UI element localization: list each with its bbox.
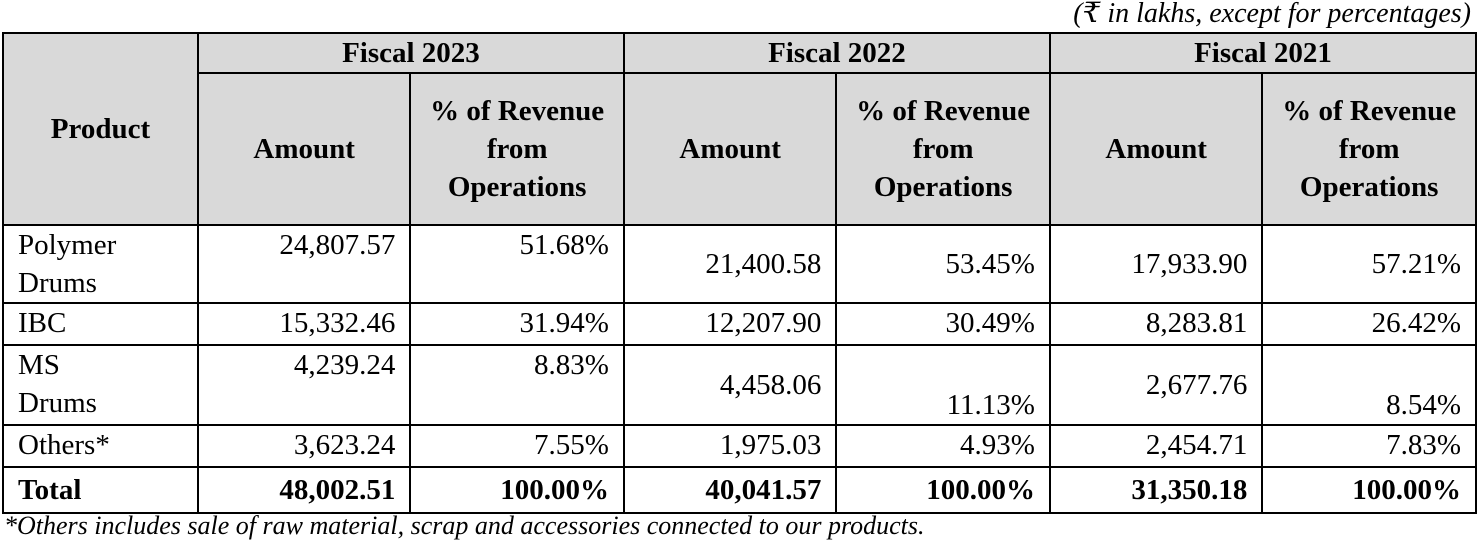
table-row: MS Drums 4,239.24 8.83% 4,458.06 11.13% … xyxy=(2,344,1477,426)
cell: 17,933.90 xyxy=(1048,224,1264,304)
cell: 51.68% xyxy=(409,224,625,304)
header-amount: Amount xyxy=(196,72,412,226)
product-revenue-table: Product Fiscal 2023 Fiscal 2022 Fiscal 2… xyxy=(2,32,1477,514)
cell: 8.54% xyxy=(1261,344,1477,426)
cell: 24,807.57 xyxy=(196,224,412,304)
cell: 100.00% xyxy=(835,466,1051,514)
table-row: IBC 15,332.46 31.94% 12,207.90 30.49% 8,… xyxy=(2,302,1477,346)
cell: 15,332.46 xyxy=(196,302,412,346)
cell: 31.94% xyxy=(409,302,625,346)
cell: 4.93% xyxy=(835,424,1051,468)
cell: 57.21% xyxy=(1261,224,1477,304)
cell: 4,239.24 xyxy=(196,344,412,426)
cell: 100.00% xyxy=(1261,466,1477,514)
header-amount: Amount xyxy=(1048,72,1264,226)
header-percent: % of Revenue from Operations xyxy=(835,72,1051,226)
header-product: Product xyxy=(2,32,199,226)
total-row: Total 48,002.51 100.00% 40,041.57 100.00… xyxy=(2,466,1477,514)
product-name: Polymer Drums xyxy=(2,224,199,304)
cell: 8.83% xyxy=(409,344,625,426)
cell: 40,041.57 xyxy=(622,466,838,514)
cell: 26.42% xyxy=(1261,302,1477,346)
header-fiscal-2023: Fiscal 2023 xyxy=(196,32,625,74)
cell: 21,400.58 xyxy=(622,224,838,304)
header-fiscal-2021: Fiscal 2021 xyxy=(1048,32,1477,74)
header-fiscal-2022: Fiscal 2022 xyxy=(622,32,1051,74)
cell: 8,283.81 xyxy=(1048,302,1264,346)
header-percent: % of Revenue from Operations xyxy=(409,72,625,226)
product-name: MS Drums xyxy=(2,344,199,426)
header-percent: % of Revenue from Operations xyxy=(1261,72,1477,226)
cell: 2,454.71 xyxy=(1048,424,1264,468)
footnote: *Others includes sale of raw material, s… xyxy=(4,511,925,540)
cell: 1,975.03 xyxy=(622,424,838,468)
product-name: Others* xyxy=(2,424,199,468)
product-name: IBC xyxy=(2,302,199,346)
cell: 4,458.06 xyxy=(622,344,838,426)
cell: 53.45% xyxy=(835,224,1051,304)
table-row: Others* 3,623.24 7.55% 1,975.03 4.93% 2,… xyxy=(2,424,1477,468)
cell: 11.13% xyxy=(835,344,1051,426)
cell: 7.55% xyxy=(409,424,625,468)
total-label: Total xyxy=(2,466,199,514)
cell: 2,677.76 xyxy=(1048,344,1264,426)
cell: 48,002.51 xyxy=(196,466,412,514)
cell: 30.49% xyxy=(835,302,1051,346)
cell: 3,623.24 xyxy=(196,424,412,468)
cell: 7.83% xyxy=(1261,424,1477,468)
table-row: Polymer Drums 24,807.57 51.68% 21,400.58… xyxy=(2,224,1477,304)
unit-note: (₹ in lakhs, except for percentages) xyxy=(1073,0,1471,29)
cell: 31,350.18 xyxy=(1048,466,1264,514)
header-amount: Amount xyxy=(622,72,838,226)
cell: 12,207.90 xyxy=(622,302,838,346)
cell: 100.00% xyxy=(409,466,625,514)
